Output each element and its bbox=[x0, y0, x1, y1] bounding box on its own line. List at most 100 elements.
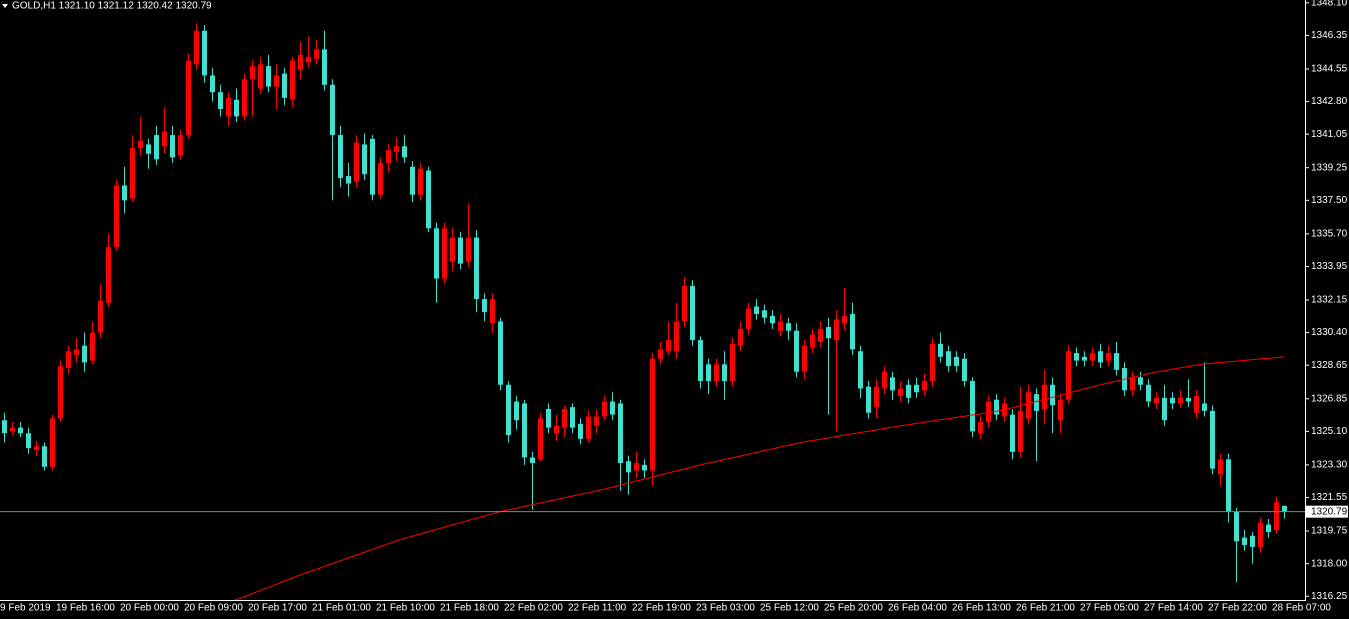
candle-body bbox=[954, 356, 959, 367]
y-tick-label: 1341.05 bbox=[1311, 129, 1348, 140]
candle-body bbox=[554, 425, 559, 434]
candle-body bbox=[1066, 351, 1071, 400]
candle-body bbox=[874, 386, 879, 408]
x-tick-label: 27 Feb 14:00 bbox=[1144, 603, 1203, 614]
candle-body bbox=[258, 64, 263, 89]
candle-body bbox=[234, 99, 239, 117]
candle-body bbox=[210, 75, 215, 93]
candle-body bbox=[18, 427, 23, 434]
candle-body bbox=[1282, 505, 1287, 512]
candle-body bbox=[1162, 397, 1167, 421]
candle-body bbox=[1154, 397, 1159, 404]
candle-body bbox=[898, 388, 903, 396]
candle-body bbox=[1138, 377, 1143, 385]
candle-body bbox=[314, 49, 319, 59]
chart-title: GOLD,H1 1321.10 1321.12 1320.42 1320.79 bbox=[12, 1, 212, 12]
candle-body bbox=[1202, 403, 1207, 411]
candle-body bbox=[2, 420, 7, 434]
candle-body bbox=[578, 423, 583, 439]
candle-body bbox=[546, 409, 551, 428]
candle-body bbox=[466, 237, 471, 262]
candle-body bbox=[26, 433, 31, 449]
candle-body bbox=[34, 446, 39, 450]
candle-body bbox=[530, 457, 535, 464]
candle-body bbox=[986, 401, 991, 423]
last-price-box bbox=[1306, 505, 1348, 518]
candle-body bbox=[218, 92, 223, 110]
x-tick-label: 27 Feb 22:00 bbox=[1208, 603, 1267, 614]
candle-body bbox=[674, 321, 679, 352]
candle-body bbox=[122, 185, 127, 201]
candle-body bbox=[458, 237, 463, 264]
candle-body bbox=[490, 299, 495, 324]
y-tick-label: 1323.30 bbox=[1311, 460, 1348, 471]
candle-body bbox=[378, 163, 383, 195]
candle-body bbox=[962, 358, 967, 382]
candle-body bbox=[738, 328, 743, 346]
y-tick-label: 1316.25 bbox=[1311, 591, 1348, 602]
candle-body bbox=[370, 138, 375, 195]
candle-body bbox=[930, 343, 935, 382]
candle-body bbox=[1194, 395, 1199, 413]
candle-body bbox=[170, 135, 175, 158]
candle-body bbox=[514, 401, 519, 421]
candle-body bbox=[90, 332, 95, 361]
candle-body bbox=[386, 150, 391, 164]
candle-body bbox=[1058, 399, 1063, 421]
y-tick-label: 1337.50 bbox=[1311, 195, 1348, 206]
candle-body bbox=[50, 418, 55, 467]
candle-body bbox=[138, 140, 143, 149]
candle-body bbox=[634, 463, 639, 471]
candle-body bbox=[1210, 410, 1215, 469]
plot-area bbox=[2, 23, 1287, 600]
candle-body bbox=[754, 306, 759, 314]
candle-body bbox=[1082, 356, 1087, 361]
candle-body bbox=[786, 323, 791, 331]
last-price-label: 1320.79 bbox=[1311, 506, 1348, 517]
candle-body bbox=[1266, 524, 1271, 532]
y-tick-label: 1346.35 bbox=[1311, 30, 1348, 41]
candle-body bbox=[922, 381, 927, 391]
candle-body bbox=[74, 349, 79, 355]
x-tick-label: 21 Feb 10:00 bbox=[376, 603, 435, 614]
x-tick-label: 22 Feb 19:00 bbox=[632, 603, 691, 614]
candle-body bbox=[330, 84, 335, 136]
candle-body bbox=[1170, 397, 1175, 404]
y-tick-label: 1328.65 bbox=[1311, 360, 1348, 371]
candle-body bbox=[706, 364, 711, 382]
candle-body bbox=[762, 310, 767, 318]
candle-body bbox=[594, 416, 599, 426]
candle-body bbox=[106, 246, 111, 303]
candle-body bbox=[1074, 353, 1079, 361]
y-tick-label: 1335.70 bbox=[1311, 228, 1348, 239]
candle-body bbox=[842, 315, 847, 324]
candle-body bbox=[130, 148, 135, 199]
candle-body bbox=[602, 401, 607, 417]
candle-body bbox=[1226, 459, 1231, 512]
candle-body bbox=[194, 30, 199, 65]
candle-body bbox=[586, 416, 591, 439]
symbol-menu-arrow[interactable] bbox=[2, 4, 8, 8]
candle-body bbox=[1050, 384, 1055, 406]
candle-body bbox=[730, 343, 735, 382]
candle-body bbox=[770, 315, 775, 324]
y-tick-label: 1339.25 bbox=[1311, 162, 1348, 173]
candle-body bbox=[250, 66, 255, 80]
y-tick-label: 1332.15 bbox=[1311, 295, 1348, 306]
candle-body bbox=[1130, 377, 1135, 391]
candle-body bbox=[1234, 511, 1239, 542]
candle-body bbox=[1218, 459, 1223, 475]
candle-body bbox=[642, 464, 647, 471]
candle-body bbox=[354, 142, 359, 182]
candle-body bbox=[338, 135, 343, 178]
candle-body bbox=[946, 351, 951, 367]
candle-body bbox=[498, 321, 503, 385]
candle-body bbox=[274, 75, 279, 87]
candle-body bbox=[810, 334, 815, 348]
candle-body bbox=[778, 321, 783, 331]
candle-body bbox=[1098, 351, 1103, 363]
x-tick-label: 25 Feb 12:00 bbox=[760, 603, 819, 614]
y-tick-label: 1321.55 bbox=[1311, 492, 1348, 503]
